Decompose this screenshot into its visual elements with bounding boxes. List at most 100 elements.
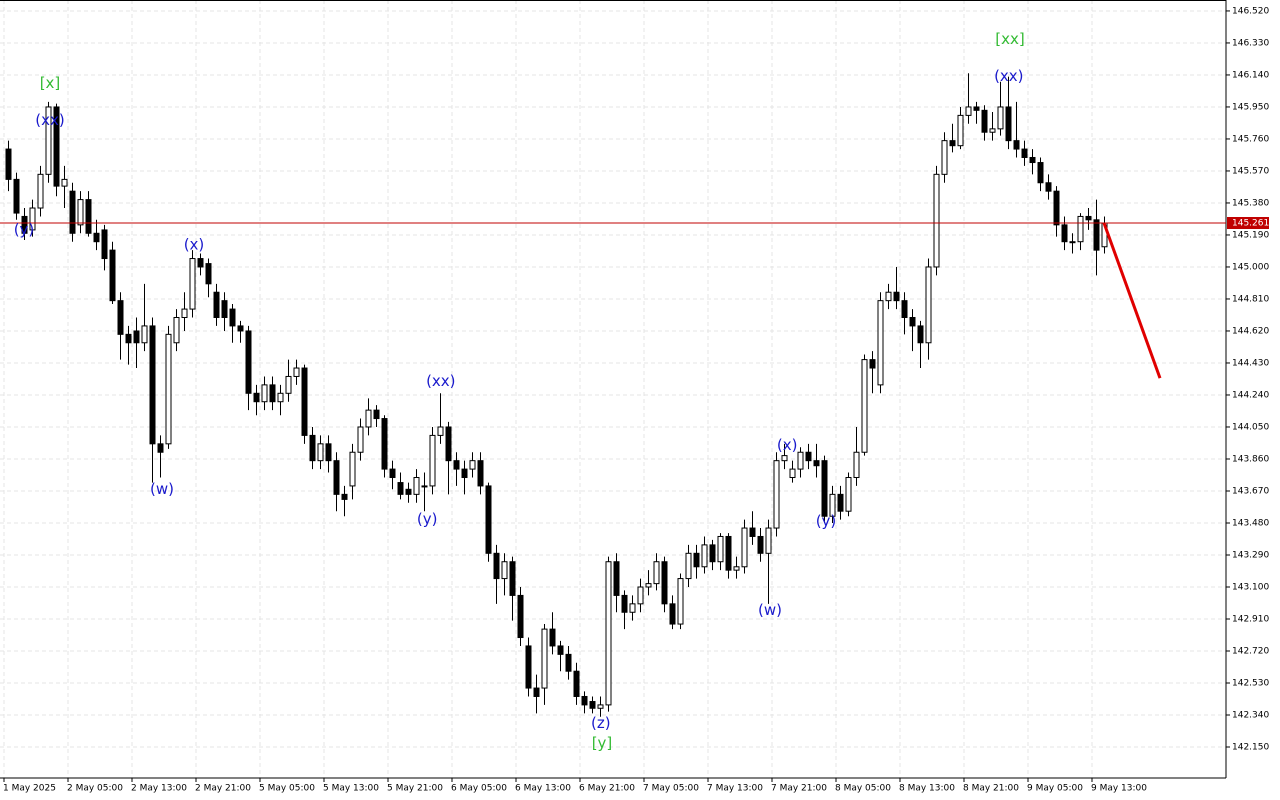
x-tick-label: 5 May 21:00 bbox=[387, 784, 443, 794]
candle-body bbox=[933, 173, 940, 268]
x-tick-label: 1 May 2025 bbox=[3, 784, 56, 794]
candle-body bbox=[1093, 219, 1100, 251]
candle-body bbox=[309, 434, 316, 462]
candle-body bbox=[981, 109, 988, 133]
x-tick-label: 6 May 21:00 bbox=[579, 784, 635, 794]
candle-body bbox=[1045, 182, 1052, 192]
candle-body bbox=[733, 566, 740, 571]
candle-body bbox=[909, 316, 916, 327]
candle-body bbox=[1029, 156, 1036, 164]
candle-body bbox=[141, 325, 148, 344]
candle-body bbox=[709, 544, 716, 563]
candle-body bbox=[333, 460, 340, 495]
x-tick-label: 9 May 05:00 bbox=[1027, 784, 1083, 794]
candle-body bbox=[341, 493, 348, 500]
candle-body bbox=[29, 207, 36, 231]
candle-body bbox=[469, 460, 476, 470]
candle-body bbox=[765, 527, 772, 554]
candle-body bbox=[61, 178, 68, 187]
wave-label: (w) bbox=[150, 480, 174, 498]
candle-body bbox=[157, 443, 164, 453]
candle-body bbox=[805, 451, 812, 462]
y-tick-label: 144.810 bbox=[1232, 294, 1269, 304]
candle-body bbox=[973, 106, 980, 111]
x-tick-label: 7 May 21:00 bbox=[771, 784, 827, 794]
candle-body bbox=[461, 468, 468, 479]
candle-body bbox=[813, 460, 820, 467]
candle-body bbox=[869, 359, 876, 369]
candle-body bbox=[1013, 140, 1020, 150]
candle-body bbox=[557, 645, 564, 655]
candle-body bbox=[93, 232, 100, 243]
y-tick-label: 142.340 bbox=[1232, 711, 1269, 721]
y-tick-label: 146.330 bbox=[1232, 38, 1269, 48]
candle-body bbox=[437, 426, 444, 436]
candle-body bbox=[1037, 162, 1044, 184]
wave-label: [x] bbox=[40, 74, 61, 92]
candle-body bbox=[1021, 148, 1028, 158]
x-tick-label: 5 May 13:00 bbox=[323, 784, 379, 794]
candle-body bbox=[605, 561, 612, 706]
candle-body bbox=[949, 140, 956, 147]
candle-body bbox=[405, 488, 412, 495]
candle-body bbox=[453, 460, 460, 470]
candle-body bbox=[757, 535, 764, 554]
candle-body bbox=[845, 477, 852, 512]
candle-body bbox=[773, 460, 780, 529]
y-tick-label: 145.950 bbox=[1232, 102, 1269, 112]
y-tick-label: 144.430 bbox=[1232, 358, 1269, 368]
candle-body bbox=[493, 552, 500, 580]
candle-body bbox=[269, 384, 276, 403]
candle-body bbox=[509, 561, 516, 596]
candle-body bbox=[109, 249, 116, 302]
candle-body bbox=[1005, 106, 1012, 142]
candle-body bbox=[749, 527, 756, 537]
forecast-line bbox=[1102, 222, 1162, 379]
candle-body bbox=[445, 426, 452, 462]
candle-body bbox=[1069, 241, 1076, 244]
candle-body bbox=[1085, 215, 1092, 221]
candle-body bbox=[365, 409, 372, 428]
candle-body bbox=[677, 578, 684, 625]
candle-body bbox=[717, 535, 724, 563]
wave-label: (xx) bbox=[426, 372, 455, 390]
wave-label: (w) bbox=[758, 601, 782, 619]
candle-body bbox=[53, 106, 60, 187]
wave-label: [y] bbox=[592, 734, 613, 752]
y-tick-label: 146.520 bbox=[1232, 6, 1269, 16]
candle-body bbox=[877, 300, 884, 386]
candle-body bbox=[861, 359, 868, 453]
candle-body bbox=[781, 455, 788, 462]
x-tick-label: 6 May 13:00 bbox=[515, 784, 571, 794]
candle-body bbox=[197, 258, 204, 268]
candle-body bbox=[317, 443, 324, 462]
candle-body bbox=[549, 628, 556, 647]
candle-body bbox=[253, 392, 260, 403]
y-tick-label: 145.570 bbox=[1232, 166, 1269, 176]
candle-body bbox=[149, 325, 156, 445]
candle-body bbox=[5, 148, 12, 180]
candle-body bbox=[653, 561, 660, 585]
candle-body bbox=[69, 190, 76, 234]
candle-body bbox=[525, 645, 532, 689]
y-tick-label: 144.050 bbox=[1232, 422, 1269, 432]
candle-body bbox=[125, 333, 132, 344]
wave-label: (x) bbox=[184, 236, 205, 254]
candle-body bbox=[741, 527, 748, 568]
candle-body bbox=[693, 552, 700, 568]
y-tick-label: 143.670 bbox=[1232, 486, 1269, 496]
candle-body bbox=[1077, 215, 1084, 243]
candle-body bbox=[45, 106, 52, 175]
x-tick-label: 2 May 13:00 bbox=[131, 784, 187, 794]
candle-body bbox=[901, 300, 908, 318]
candle-body bbox=[581, 695, 588, 706]
candle-body bbox=[85, 199, 92, 234]
candle-body bbox=[213, 291, 220, 318]
candle-body bbox=[589, 701, 596, 709]
candle-body bbox=[917, 325, 924, 344]
wave-label: (y) bbox=[816, 512, 837, 530]
candle-body bbox=[397, 482, 404, 495]
candle-body bbox=[661, 561, 668, 605]
candle-body bbox=[941, 140, 948, 175]
candle-body bbox=[701, 544, 708, 568]
